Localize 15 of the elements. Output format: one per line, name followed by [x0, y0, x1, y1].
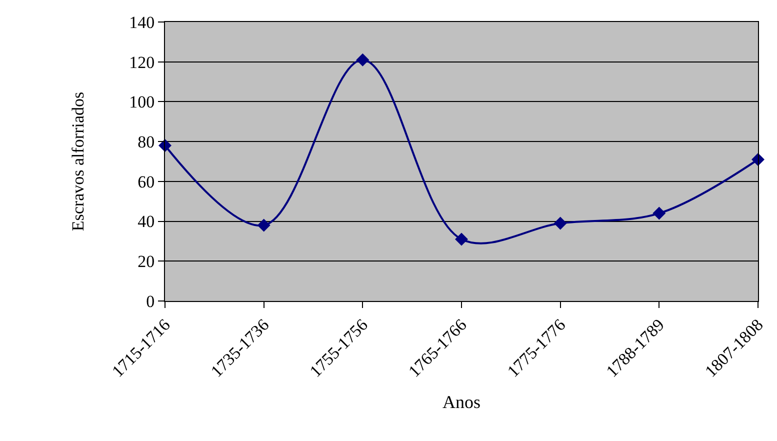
y-tick-label: 100: [129, 92, 155, 112]
point: [356, 53, 370, 66]
point: [455, 232, 468, 246]
y-tick-label: 20: [138, 252, 155, 272]
y-tick-label: 80: [138, 132, 155, 152]
x-axis-title: Anos: [442, 392, 481, 412]
point: [652, 206, 666, 220]
y-tick-label: 120: [129, 52, 155, 72]
y-tick-label: 0: [146, 292, 155, 311]
y-tick-label: 40: [138, 212, 155, 232]
y-tick-label: 140: [129, 12, 155, 32]
point: [554, 216, 567, 230]
y-tick-label: 60: [138, 172, 155, 192]
y-axis-title: Escravos alforriados: [68, 92, 88, 232]
point: [257, 218, 270, 232]
